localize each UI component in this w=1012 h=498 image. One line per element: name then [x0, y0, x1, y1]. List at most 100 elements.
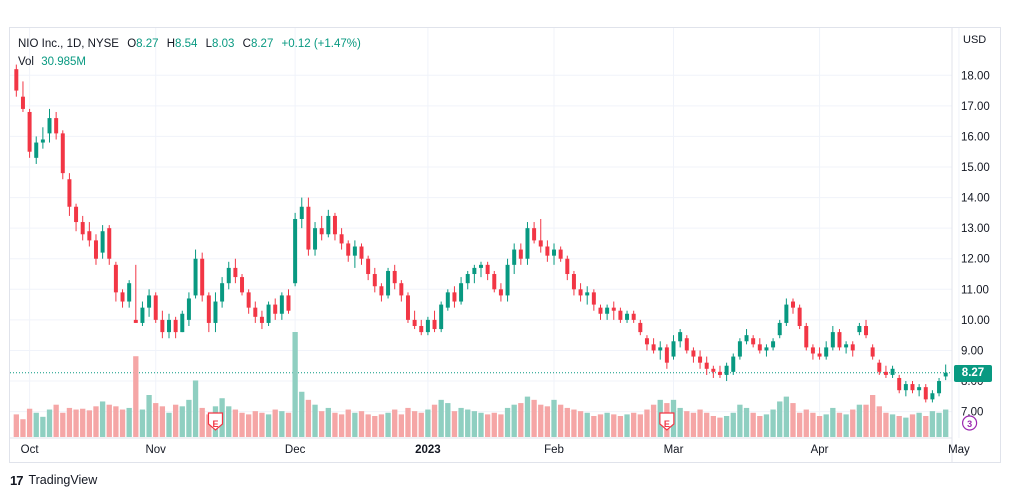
- symbol-name[interactable]: NIO Inc., 1D, NYSE: [18, 38, 119, 50]
- volume-bar: [903, 417, 909, 437]
- candle: [27, 108, 32, 158]
- volume-bar: [750, 412, 756, 437]
- time-tick-label: 2023: [415, 444, 441, 456]
- candle-body: [764, 347, 769, 351]
- volume-bar: [431, 404, 438, 437]
- candle-body: [571, 274, 576, 290]
- candle-body: [127, 283, 132, 302]
- candle: [870, 344, 875, 360]
- tradingview-brand[interactable]: TradingView: [28, 473, 98, 487]
- low-value: 8.03: [212, 38, 235, 50]
- candle: [717, 365, 722, 378]
- candle: [864, 319, 869, 339]
- candle: [113, 261, 118, 302]
- candle-body: [810, 347, 815, 354]
- candle: [605, 304, 610, 320]
- volume-bar: [319, 411, 325, 437]
- candle: [943, 364, 948, 381]
- candle: [67, 173, 72, 216]
- candle-body: [658, 347, 663, 351]
- candle: [903, 381, 908, 397]
- candle-body: [485, 264, 490, 275]
- candle-body: [459, 283, 464, 302]
- candle-body: [937, 381, 942, 394]
- candle-body: [943, 372, 948, 377]
- candle-body: [399, 283, 404, 296]
- candle: [47, 108, 52, 143]
- volume-bar: [896, 416, 902, 437]
- candle-body: [518, 249, 523, 259]
- candle-body: [100, 231, 105, 253]
- volume-bar: [113, 406, 119, 437]
- volume-bar: [365, 414, 371, 437]
- candle: [220, 277, 225, 308]
- candle-body: [193, 258, 198, 296]
- volume-bar: [909, 414, 916, 437]
- volume-bar: [53, 404, 59, 437]
- tradingview-logo-icon[interactable]: 17: [10, 472, 24, 488]
- volume-bar: [332, 412, 338, 437]
- candle: [644, 335, 649, 351]
- volume-bar: [558, 404, 564, 437]
- volume-bar: [206, 414, 212, 437]
- candle-body: [724, 365, 729, 375]
- earnings-badge: [207, 412, 224, 431]
- candle: [638, 319, 643, 336]
- candle: [386, 267, 391, 299]
- candle: [405, 292, 410, 323]
- candle: [293, 212, 298, 287]
- volume-bar: [923, 416, 929, 437]
- candle: [791, 298, 795, 314]
- candle-body: [186, 298, 191, 320]
- volume-bar: [325, 407, 331, 437]
- candle: [611, 301, 616, 320]
- candle: [465, 270, 470, 290]
- candle-body: [479, 264, 483, 268]
- candle-body: [864, 325, 869, 336]
- candle: [797, 304, 802, 330]
- low-label: L: [205, 38, 213, 50]
- candle-body: [206, 295, 211, 323]
- candle-body: [14, 69, 19, 91]
- candle: [306, 197, 311, 256]
- candle-body: [910, 384, 915, 391]
- volume-bar: [518, 403, 524, 437]
- volume-bar: [186, 399, 192, 437]
- volume-bar: [40, 416, 46, 437]
- candle: [585, 286, 590, 305]
- volume-bar: [272, 409, 278, 437]
- volume-bar: [777, 401, 783, 437]
- candle-body: [366, 258, 371, 275]
- candle: [379, 283, 384, 302]
- vol-label: Vol: [18, 56, 34, 68]
- last-price-tag: 8.27: [954, 365, 992, 382]
- candle-body: [558, 249, 563, 259]
- candle: [167, 313, 171, 339]
- candle-body: [691, 350, 696, 357]
- candle: [777, 319, 782, 339]
- candle-body: [372, 274, 377, 287]
- candle: [339, 228, 344, 250]
- candle-body: [67, 179, 72, 207]
- time-tick-label: Dec: [285, 444, 306, 456]
- volume-bar: [445, 403, 451, 437]
- volume-bar: [133, 356, 139, 437]
- candle: [20, 81, 25, 112]
- currency-label[interactable]: USD: [963, 34, 987, 46]
- candle: [532, 222, 537, 244]
- volume-bar: [538, 404, 544, 437]
- volume-bar: [531, 399, 537, 437]
- time-tick-label: Mar: [664, 444, 684, 456]
- volume-bar: [717, 417, 723, 437]
- time-axis: Oct Nov Dec 2023 Feb Mar Apr May: [10, 437, 970, 456]
- candle-body: [54, 118, 59, 134]
- candle: [472, 264, 477, 284]
- candle-body: [346, 243, 351, 256]
- volume-bar: [704, 412, 710, 437]
- candle: [724, 362, 729, 382]
- volume-bar: [378, 414, 385, 437]
- candle-body: [279, 295, 284, 314]
- volume-bar: [60, 412, 66, 437]
- candle-body: [605, 307, 610, 314]
